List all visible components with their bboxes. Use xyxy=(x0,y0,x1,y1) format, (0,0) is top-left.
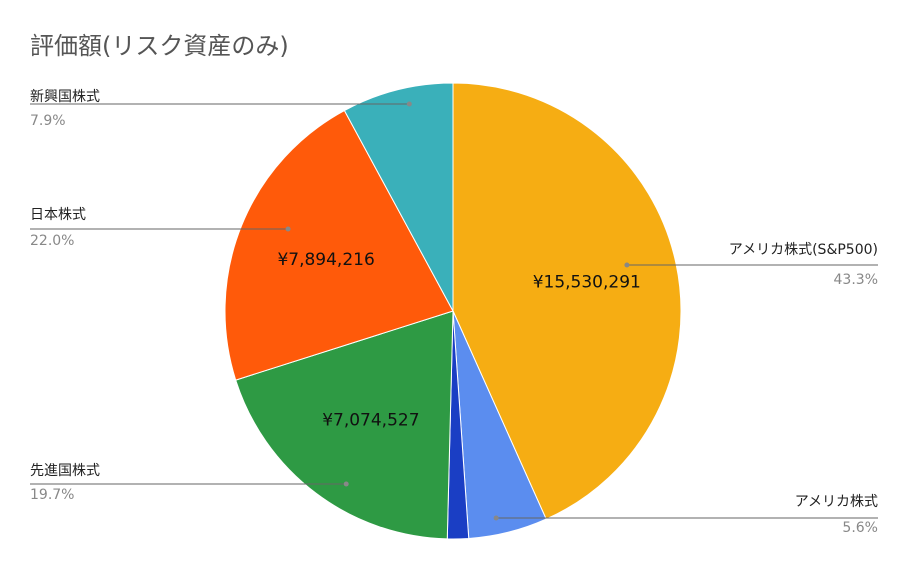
chart-title: 評価額(リスク資産のみ) xyxy=(30,32,289,60)
slice-name: 日本株式 xyxy=(30,207,86,223)
slice-name: 先進国株式 xyxy=(30,463,100,479)
slice-amount: ¥7,894,216 xyxy=(277,250,374,270)
callout-dot xyxy=(406,101,412,107)
slice-name: 新興国株式 xyxy=(30,89,100,105)
slice-percent: 5.6% xyxy=(842,520,878,536)
slice-amount: ¥7,074,527 xyxy=(322,410,419,430)
pie-slice xyxy=(224,109,454,381)
callout-dot xyxy=(343,481,349,487)
callout-dot xyxy=(624,262,630,268)
pie-slice xyxy=(343,82,454,312)
slice-name: アメリカ株式(S&P500) xyxy=(729,242,878,258)
slice-percent: 7.9% xyxy=(30,113,66,129)
pie-slice xyxy=(452,82,682,520)
callout-dot xyxy=(493,515,499,521)
callout-dot xyxy=(285,226,291,232)
slice-percent: 19.7% xyxy=(30,487,74,503)
slice-amount: ¥15,530,291 xyxy=(533,272,641,292)
slice-name: アメリカ株式 xyxy=(795,494,878,510)
pie-slice xyxy=(235,310,454,540)
slice-percent: 22.0% xyxy=(30,233,74,249)
slice-percent: 43.3% xyxy=(834,272,878,288)
